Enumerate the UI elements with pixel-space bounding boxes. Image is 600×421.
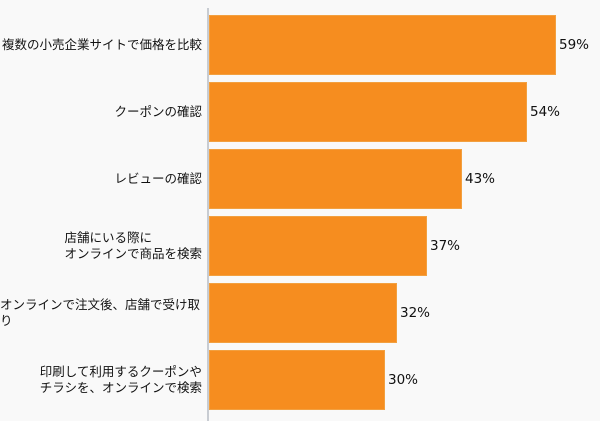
category-label: レビューの確認 — [114, 171, 202, 186]
value-label: 59% — [559, 37, 590, 53]
value-label: 54% — [530, 104, 561, 120]
bar — [209, 149, 462, 209]
bar-row: 店舗にいる際に オンラインで商品を検索 37% — [0, 216, 600, 276]
bar — [209, 216, 427, 276]
value-label: 30% — [388, 372, 419, 388]
value-label: 32% — [400, 305, 431, 321]
value-label: 43% — [465, 171, 496, 187]
bar — [209, 15, 556, 75]
bar-row: 複数の小売企業サイトで価格を比較 59% — [0, 15, 600, 75]
bar — [209, 283, 397, 343]
bar — [209, 82, 527, 142]
category-label: オンラインで注文後、店舗で受け取り — [0, 297, 201, 328]
category-label: 複数の小売企業サイトで価格を比較 — [1, 37, 202, 52]
bar-row: レビューの確認 43% — [0, 149, 600, 209]
bar-row: クーポンの確認 54% — [0, 82, 600, 142]
value-label: 37% — [430, 238, 461, 254]
category-label: 印刷して利用するクーポンや チラシを、オンラインで検索 — [39, 364, 202, 395]
bar-row: オンラインで注文後、店舗で受け取り 32% — [0, 283, 600, 343]
bar — [209, 350, 385, 410]
y-axis-line — [207, 8, 209, 421]
bar-row: 印刷して利用するクーポンや チラシを、オンラインで検索 30% — [0, 350, 600, 410]
category-label: クーポンの確認 — [114, 104, 202, 119]
category-label: 店舗にいる際に オンラインで商品を検索 — [64, 230, 202, 261]
